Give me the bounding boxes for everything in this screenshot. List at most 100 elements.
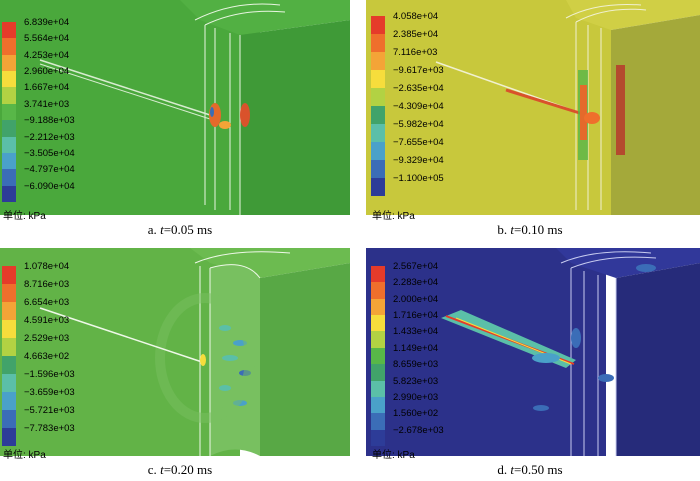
legend-swatch (2, 71, 16, 88)
legend-swatch (2, 87, 16, 104)
legend-value: −3.505e+04 (24, 147, 75, 159)
legend-swatch (2, 38, 16, 55)
legend-swatch (371, 16, 385, 34)
legend-value: 2.283e+04 (393, 277, 439, 289)
legend-swatch (371, 331, 385, 348)
legend-swatch (371, 429, 385, 446)
legend-swatch (371, 52, 385, 70)
legend-value: −4.797e+04 (24, 164, 75, 176)
legend-value: 1.716e+04 (393, 310, 439, 322)
legend-swatch (2, 152, 16, 170)
legend-swatch (2, 185, 16, 202)
legend-value: 2.000e+04 (393, 293, 439, 305)
legend-value: −7.783e+03 (24, 423, 75, 434)
legend-swatch (371, 124, 385, 142)
legend-swatch (371, 160, 385, 178)
legend-value: 4.663e+02 (24, 351, 70, 362)
panel-b-contour (366, 0, 700, 215)
legend-swatch (2, 374, 16, 392)
legend-value: −4.309e+04 (393, 101, 444, 112)
legend-value: −2.678e+03 (393, 424, 444, 436)
legend-value: 6.654e+03 (24, 297, 70, 308)
legend-swatch (371, 106, 385, 124)
legend-swatch (371, 364, 385, 381)
legend-swatch (371, 396, 385, 414)
panel-c-unit-label: 单位: kPa (3, 450, 46, 461)
panel-c-contour (0, 248, 350, 456)
legend-value: −7.655e+04 (393, 137, 444, 148)
legend-value: 4.058e+04 (393, 11, 439, 22)
legend-value: −9.188e+03 (24, 115, 75, 127)
legend-value: 2.529e+03 (24, 333, 70, 344)
panel-a-plot (0, 0, 350, 215)
legend-swatch (371, 282, 385, 299)
legend-value: −3.659e+03 (24, 387, 75, 398)
legend-value: −5.982e+04 (393, 119, 444, 130)
legend-value: −9.329e+04 (393, 155, 444, 166)
legend-value: −6.090e+04 (24, 180, 75, 192)
legend-swatch (371, 178, 385, 196)
legend-value: 2.567e+04 (393, 261, 439, 272)
legend-value: 1.560e+02 (393, 408, 439, 420)
legend-value: −2.635e+04 (393, 83, 444, 94)
legend-value: 1.667e+04 (24, 82, 70, 94)
legend-swatch (371, 88, 385, 106)
legend-value: 5.823e+03 (393, 375, 439, 387)
legend-value: 2.990e+03 (393, 391, 439, 403)
panel-b-caption: b. t=0.10 ms (497, 222, 563, 237)
legend-swatch (371, 298, 385, 316)
legend-swatch (2, 410, 16, 428)
legend-swatch (2, 120, 16, 137)
legend-value: 4.591e+03 (24, 315, 70, 326)
legend-swatch (2, 284, 16, 302)
panel-c-caption: c. t=0.20 ms (147, 462, 213, 477)
legend-swatch (371, 34, 385, 52)
panel-d-plot (366, 248, 700, 456)
legend-swatch (2, 356, 16, 374)
legend-swatch (2, 169, 16, 186)
legend-value: −1.100e+05 (393, 173, 444, 184)
legend-swatch (2, 320, 16, 338)
legend-swatch (371, 142, 385, 160)
panel-b-unit-label: 单位: kPa (372, 211, 415, 222)
legend-swatch (2, 428, 16, 446)
legend-swatch (371, 70, 385, 88)
legend-value: 5.564e+04 (24, 33, 70, 45)
legend-swatch (371, 266, 385, 283)
panel-a-unit-label: 单位: kPa (3, 211, 46, 222)
panel-c-legend: 1.078e+04 8.716e+03 6.654e+03 4.591e+03 2.52… (2, 262, 112, 446)
panel-d-contour (366, 248, 700, 456)
legend-value: 1.433e+04 (393, 326, 439, 338)
panel-a-legend: 6.839e+04 5.564e+04 4.253e+04 2.960e+04 1.66… (2, 18, 112, 202)
legend-swatch (2, 103, 16, 121)
panel-b-legend: 4.058e+04 2.385e+04 7.116e+03 −9.617e+03 −2.… (371, 12, 481, 196)
legend-swatch (2, 54, 16, 72)
legend-swatch (2, 338, 16, 356)
legend-value: 8.716e+03 (24, 279, 70, 290)
legend-value: 2.385e+04 (393, 29, 439, 40)
legend-value: 1.149e+04 (393, 342, 439, 354)
legend-value: 7.116e+03 (393, 47, 438, 58)
legend-value: −1.596e+03 (24, 369, 75, 380)
legend-value: 6.839e+04 (24, 17, 70, 28)
panel-d-legend: 2.567e+04 2.283e+04 2.000e+04 1.716e+04 1.43… (371, 262, 481, 446)
legend-value: −9.617e+03 (393, 65, 444, 76)
panel-d-caption: d. t=0.50 ms (497, 462, 563, 477)
panel-a-caption: a. t=0.05 ms (147, 222, 213, 237)
panel-a-contour (0, 0, 350, 215)
legend-value: 4.253e+04 (24, 49, 70, 61)
legend-swatch (371, 413, 385, 430)
legend-swatch (371, 380, 385, 397)
legend-swatch (2, 266, 16, 284)
legend-swatch (2, 302, 16, 320)
legend-value: 2.960e+04 (24, 66, 70, 78)
legend-swatch (2, 392, 16, 410)
legend-swatch (2, 136, 16, 153)
legend-value: 8.659e+03 (393, 359, 439, 371)
legend-swatch (371, 315, 385, 332)
panel-b-plot (366, 0, 700, 215)
legend-swatch (371, 347, 385, 365)
panel-d-unit-label: 单位: kPa (372, 450, 415, 461)
legend-value: 1.078e+04 (24, 261, 70, 272)
legend-swatch (2, 22, 16, 39)
